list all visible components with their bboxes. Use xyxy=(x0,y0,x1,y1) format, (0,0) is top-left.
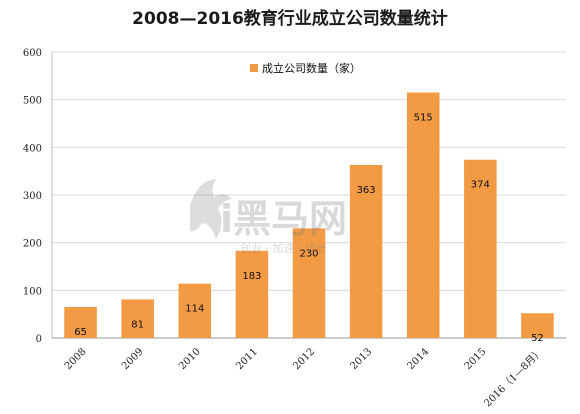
y-tick-label: 100 xyxy=(23,286,42,297)
x-axis-ticks: 2008 2009 2010 2011 2012 2013 2014 20152016（1—8… xyxy=(63,346,546,410)
watermark-logo: i黑马网 创业 · 加速 · 成长 xyxy=(190,179,347,255)
y-axis-ticks: 0 100 200 300 400 500 600 xyxy=(23,48,42,345)
data-labels: 65 81 114 183 230 363 515 374 52 xyxy=(74,113,544,345)
bar xyxy=(235,250,269,338)
watermark-text: i黑马网 xyxy=(220,197,347,241)
bars xyxy=(64,92,554,339)
x-tick-label: 2011 xyxy=(234,346,260,372)
data-label: 81 xyxy=(131,319,144,330)
y-tick-label: 400 xyxy=(23,143,42,154)
watermark-subtext: 创业 · 加速 · 成长 xyxy=(240,242,327,255)
legend-label: 成立公司数量（家） xyxy=(262,61,361,75)
data-label: 114 xyxy=(185,304,204,315)
bar xyxy=(521,313,554,338)
x-tick-label: 2016（1—8月） xyxy=(482,346,546,410)
bar xyxy=(64,307,97,338)
data-label: 65 xyxy=(74,327,87,338)
x-tick-label: 2008 xyxy=(63,346,89,372)
x-tick-label: 2013 xyxy=(348,346,374,372)
data-label: 52 xyxy=(531,333,544,344)
data-label: 183 xyxy=(242,271,261,282)
y-tick-label: 300 xyxy=(23,191,42,202)
bar xyxy=(121,299,154,338)
x-tick-label: 2014 xyxy=(406,346,432,372)
data-label: 515 xyxy=(414,113,433,124)
y-tick-label: 200 xyxy=(23,239,42,250)
y-tick-label: 600 xyxy=(23,48,42,59)
data-label: 363 xyxy=(357,185,376,196)
legend-swatch xyxy=(250,64,258,72)
data-label: 230 xyxy=(299,248,318,259)
bar xyxy=(464,159,497,338)
bar xyxy=(178,283,212,338)
bar xyxy=(292,228,326,338)
data-label: 374 xyxy=(471,180,490,191)
x-tick-label: 2012 xyxy=(291,346,317,372)
horse-head-icon xyxy=(190,179,232,239)
x-tick-label: 2015 xyxy=(463,346,489,372)
legend: 成立公司数量（家） xyxy=(250,61,361,75)
bar xyxy=(349,164,383,338)
x-tick-label: 2009 xyxy=(120,346,146,372)
chart-title: 2008—2016教育行业成立公司数量统计 xyxy=(132,8,448,29)
y-tick-label: 0 xyxy=(36,334,42,345)
y-tick-label: 500 xyxy=(23,96,42,107)
bar xyxy=(406,92,440,339)
x-tick-label: 2010 xyxy=(177,346,203,372)
